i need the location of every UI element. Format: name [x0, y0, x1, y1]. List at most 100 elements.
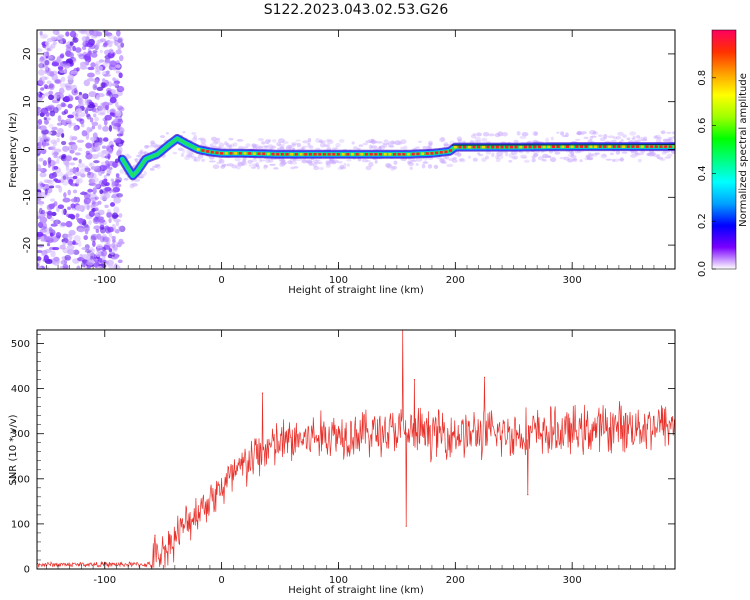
halo-dot [659, 158, 666, 161]
noise-dot [47, 157, 52, 164]
halo-dot [613, 158, 620, 162]
noise-dot [53, 154, 58, 159]
noise-dot [99, 49, 103, 54]
noise-dot [66, 245, 75, 250]
halo-dot [560, 131, 565, 136]
halo-dot [287, 144, 293, 148]
halo-dot [496, 151, 503, 157]
noise-dot [106, 169, 112, 176]
halo-dot [570, 155, 577, 159]
halo-dot [668, 138, 673, 143]
noise-dot [116, 133, 123, 137]
ridge-peak-mark [421, 152, 425, 156]
snr-x-tick-label: 100 [329, 575, 348, 586]
noise-dot [75, 108, 83, 114]
noise-dot [43, 254, 49, 262]
noise-dot [37, 107, 42, 115]
noise-dot [73, 235, 81, 242]
ridge-peak-mark [304, 152, 308, 156]
noise-dot [62, 173, 69, 181]
noise-dot [57, 66, 64, 71]
halo-dot [655, 154, 661, 159]
noise-dot [112, 93, 119, 99]
halo-dot [456, 136, 462, 142]
halo-dot [594, 152, 601, 155]
halo-dot [295, 139, 301, 142]
noise-dot [62, 197, 71, 203]
halo-dot [433, 164, 439, 169]
ridge-peak-mark [229, 152, 233, 155]
halo-dot [603, 134, 608, 139]
halo-dot [591, 153, 598, 157]
halo-dot [134, 158, 138, 163]
halo-dot [495, 155, 499, 160]
noise-dot [38, 265, 43, 269]
noise-dot [93, 183, 101, 189]
noise-dot [90, 248, 96, 253]
figure-title: S122.2023.043.02.53.G26 [264, 2, 449, 18]
halo-dot [611, 159, 616, 163]
noise-dot [106, 109, 110, 114]
noise-dot [46, 80, 52, 85]
noise-dot [44, 59, 50, 66]
ridge-peak-mark [533, 145, 537, 149]
ridge-peak-mark [467, 145, 471, 149]
colorbar-tick-label: 0.0 [697, 261, 708, 277]
noise-dot [46, 204, 53, 211]
noise-dot [90, 233, 99, 241]
noise-dot [102, 236, 110, 243]
noise-dot [91, 200, 96, 205]
halo-dot [184, 155, 191, 161]
halo-dot [339, 164, 345, 169]
halo-dot [264, 165, 269, 168]
halo-dot [666, 153, 673, 157]
noise-dot [116, 41, 122, 48]
snr-spike-point [483, 376, 486, 378]
halo-dot [410, 159, 417, 162]
noise-dot [78, 30, 86, 34]
noise-dot [109, 112, 114, 116]
noise-dot [90, 52, 98, 58]
halo-dot [362, 142, 368, 146]
noise-dot [101, 71, 109, 77]
noise-dot [118, 72, 123, 79]
noise-dot [48, 55, 53, 60]
halo-dot [212, 140, 219, 145]
halo-dot [309, 145, 314, 150]
halo-dot [550, 136, 554, 141]
noise-dot [42, 133, 47, 140]
noise-dot [116, 193, 124, 198]
halo-dot [185, 153, 193, 158]
colorbar-tick-label: 0.2 [697, 213, 708, 229]
halo-dot [588, 153, 594, 156]
noise-dot [53, 165, 59, 170]
halo-dot [662, 138, 670, 142]
halo-dot [145, 145, 149, 148]
halo-dot [491, 152, 495, 158]
halo-dot [361, 158, 369, 163]
noise-dot [37, 141, 42, 148]
halo-dot [267, 144, 274, 148]
ridge-peak-mark [589, 145, 593, 148]
halo-dot [248, 164, 253, 167]
ridge-peak-mark [556, 145, 560, 149]
noise-dot [119, 54, 124, 62]
ridge-peak-mark [654, 145, 658, 148]
noise-dot [97, 112, 106, 116]
noise-dot [62, 61, 69, 65]
noise-dot [54, 78, 62, 85]
halo-dot [197, 154, 204, 159]
ridge-peak-mark [369, 152, 373, 156]
noise-dot [113, 197, 122, 204]
noise-dot [37, 191, 42, 197]
halo-dot [444, 155, 450, 160]
halo-dot [513, 155, 519, 160]
spectrogram-y-tick-label: 0 [22, 146, 33, 152]
halo-dot [615, 135, 622, 140]
halo-dot [258, 158, 263, 163]
noise-dot [104, 114, 112, 121]
noise-dot [72, 45, 76, 52]
noise-dot [49, 146, 56, 151]
halo-dot [385, 162, 391, 168]
halo-dot [485, 155, 489, 160]
